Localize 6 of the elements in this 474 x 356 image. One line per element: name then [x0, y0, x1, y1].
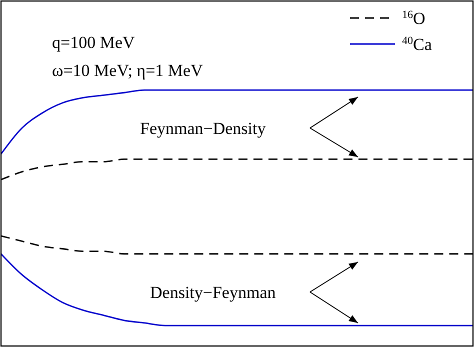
text: q=100 MeV: [52, 33, 136, 52]
text: ω=10 MeV; η=1 MeV: [52, 61, 204, 80]
legend-label: $^{16}$O: [402, 9, 426, 28]
legend-label: $^{40}$Ca: [402, 35, 432, 54]
annotation: Density−Feynman: [150, 283, 276, 302]
annotation: Feynman−Density: [140, 119, 266, 138]
